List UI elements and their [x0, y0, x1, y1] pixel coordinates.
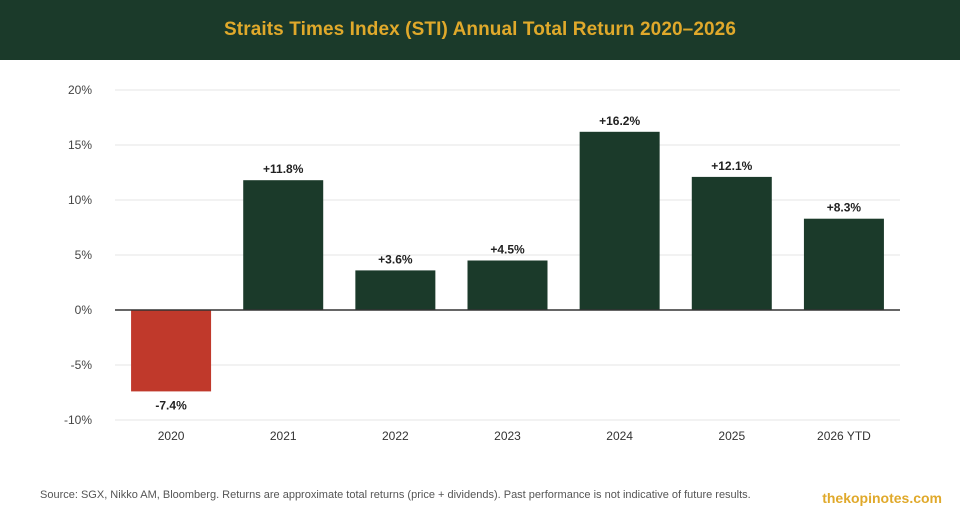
data-label: -7.4% [155, 398, 187, 412]
y-tick-label: -10% [64, 413, 92, 427]
x-tick-label: 2020 [158, 429, 185, 443]
y-tick-label: -5% [71, 358, 93, 372]
y-tick-label: 0% [75, 303, 93, 317]
data-label: +8.3% [827, 201, 862, 215]
bar-2025 [691, 176, 772, 310]
data-label: +3.6% [378, 252, 413, 266]
bar-2020 [131, 310, 212, 392]
y-tick-label: 20% [68, 83, 92, 97]
bar-2026-ytd [803, 218, 884, 310]
data-label: +11.8% [263, 162, 304, 176]
x-tick-label: 2022 [382, 429, 409, 443]
y-tick-label: 5% [75, 248, 93, 262]
chart-header: Straits Times Index (STI) Annual Total R… [0, 0, 960, 60]
brand-logo-text: thekopinotes.com [822, 490, 942, 506]
x-tick-label: 2023 [494, 429, 521, 443]
x-tick-label: 2021 [270, 429, 297, 443]
chart-title: Straits Times Index (STI) Annual Total R… [224, 19, 736, 40]
data-label: +4.5% [490, 243, 525, 257]
bar-2022 [355, 270, 436, 310]
y-tick-label: 15% [68, 138, 92, 152]
bar-2021 [243, 180, 324, 310]
data-label: +12.1% [711, 159, 752, 173]
source-note: Source: SGX, Nikko AM, Bloomberg. Return… [40, 489, 751, 501]
bar-2023 [467, 260, 548, 310]
x-tick-label: 2026 YTD [817, 429, 871, 443]
data-label: +16.2% [599, 114, 640, 128]
bar-chart: -10% -5% 0% 5% 10% 15% 20% -7.4% 2020 +11.8% 2021 +… [64, 83, 900, 443]
y-tick-label: 10% [68, 193, 92, 207]
x-tick-label: 2024 [606, 429, 633, 443]
x-tick-label: 2025 [718, 429, 745, 443]
bar-2024 [579, 131, 660, 310]
